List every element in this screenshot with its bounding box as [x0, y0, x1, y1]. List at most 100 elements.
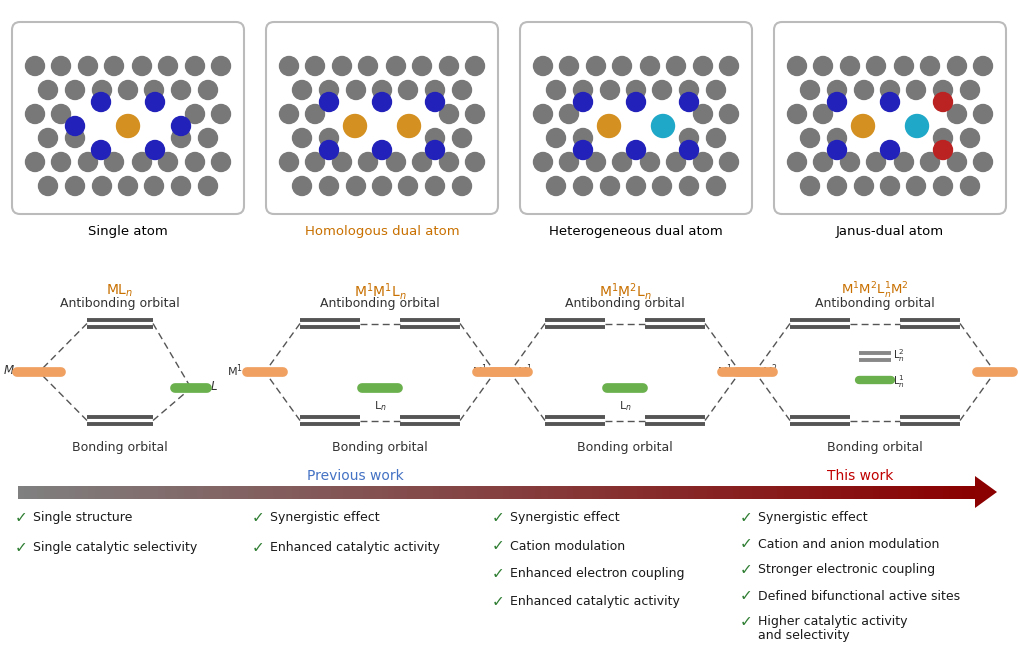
Bar — [841, 486, 848, 498]
Circle shape — [398, 80, 418, 100]
Text: Single structure: Single structure — [33, 511, 132, 525]
Bar — [637, 486, 644, 498]
Bar — [719, 486, 727, 498]
Bar — [516, 486, 523, 498]
Bar — [707, 486, 714, 498]
Text: Cation modulation: Cation modulation — [510, 539, 625, 553]
Bar — [490, 486, 497, 498]
Circle shape — [39, 176, 57, 196]
Bar — [37, 486, 44, 498]
Bar — [860, 486, 867, 498]
Circle shape — [641, 153, 659, 172]
Bar — [560, 486, 568, 498]
Circle shape — [171, 176, 191, 196]
Circle shape — [574, 80, 592, 100]
Circle shape — [627, 92, 645, 111]
Bar — [790, 486, 797, 498]
Bar — [643, 486, 650, 498]
Circle shape — [118, 176, 138, 196]
Bar — [228, 486, 235, 498]
Bar — [235, 486, 242, 498]
Text: ✓: ✓ — [492, 539, 504, 553]
Bar — [126, 486, 133, 498]
Text: ✓: ✓ — [252, 511, 265, 525]
Bar — [745, 486, 752, 498]
Circle shape — [546, 176, 566, 196]
Circle shape — [93, 80, 111, 100]
Bar — [631, 486, 637, 498]
FancyBboxPatch shape — [520, 22, 752, 214]
Circle shape — [359, 153, 377, 172]
Bar — [656, 486, 663, 498]
Circle shape — [866, 56, 886, 76]
Bar — [892, 486, 899, 498]
Bar — [305, 486, 312, 498]
Text: M$^2$: M$^2$ — [762, 362, 777, 379]
Circle shape — [813, 105, 833, 123]
Text: ✓: ✓ — [740, 614, 753, 630]
Circle shape — [948, 56, 966, 76]
Bar — [183, 486, 191, 498]
Bar — [101, 486, 108, 498]
Bar — [242, 486, 249, 498]
Circle shape — [439, 153, 459, 172]
Circle shape — [292, 80, 312, 100]
Circle shape — [574, 176, 592, 196]
Text: ✓: ✓ — [740, 511, 753, 525]
Bar — [203, 486, 210, 498]
Circle shape — [398, 176, 418, 196]
Circle shape — [546, 129, 566, 147]
Text: and selectivity: and selectivity — [758, 630, 850, 643]
Text: M$^1$: M$^1$ — [717, 362, 733, 379]
Circle shape — [680, 80, 698, 100]
Bar — [152, 486, 159, 498]
Circle shape — [920, 153, 940, 172]
Text: L$_n$: L$_n$ — [619, 399, 632, 413]
Bar — [75, 486, 83, 498]
Bar — [535, 486, 542, 498]
Text: Enhanced catalytic activity: Enhanced catalytic activity — [510, 596, 680, 608]
Polygon shape — [975, 476, 997, 508]
Bar — [369, 486, 376, 498]
Circle shape — [612, 153, 632, 172]
Text: Single atom: Single atom — [88, 226, 168, 239]
Bar — [752, 486, 758, 498]
Bar — [624, 486, 631, 498]
Bar — [31, 486, 38, 498]
Bar — [426, 486, 433, 498]
Text: Single catalytic selectivity: Single catalytic selectivity — [33, 541, 198, 555]
Circle shape — [574, 92, 592, 111]
Circle shape — [292, 129, 312, 147]
Circle shape — [452, 129, 472, 147]
Bar — [777, 486, 784, 498]
Circle shape — [933, 129, 953, 147]
Bar — [917, 486, 924, 498]
Circle shape — [627, 141, 645, 159]
Text: Enhanced electron coupling: Enhanced electron coupling — [510, 567, 685, 580]
Circle shape — [52, 153, 70, 172]
Text: Stronger electronic coupling: Stronger electronic coupling — [758, 563, 935, 576]
Bar — [165, 486, 171, 498]
Circle shape — [93, 176, 111, 196]
Circle shape — [212, 153, 230, 172]
Bar — [541, 486, 548, 498]
Circle shape — [359, 56, 377, 76]
Circle shape — [199, 80, 217, 100]
Circle shape — [907, 176, 925, 196]
Circle shape — [306, 153, 324, 172]
Text: Antibonding orbital: Antibonding orbital — [320, 297, 440, 310]
Circle shape — [559, 153, 579, 172]
Text: ✓: ✓ — [492, 594, 504, 610]
Bar — [758, 486, 765, 498]
Bar — [471, 486, 478, 498]
Circle shape — [719, 56, 739, 76]
Bar — [598, 486, 605, 498]
Bar — [408, 486, 414, 498]
Circle shape — [466, 56, 484, 76]
Bar — [465, 486, 472, 498]
Circle shape — [827, 129, 847, 147]
Circle shape — [212, 105, 230, 123]
Text: Synergistic effect: Synergistic effect — [510, 511, 620, 525]
Circle shape — [600, 80, 620, 100]
Bar — [911, 486, 918, 498]
